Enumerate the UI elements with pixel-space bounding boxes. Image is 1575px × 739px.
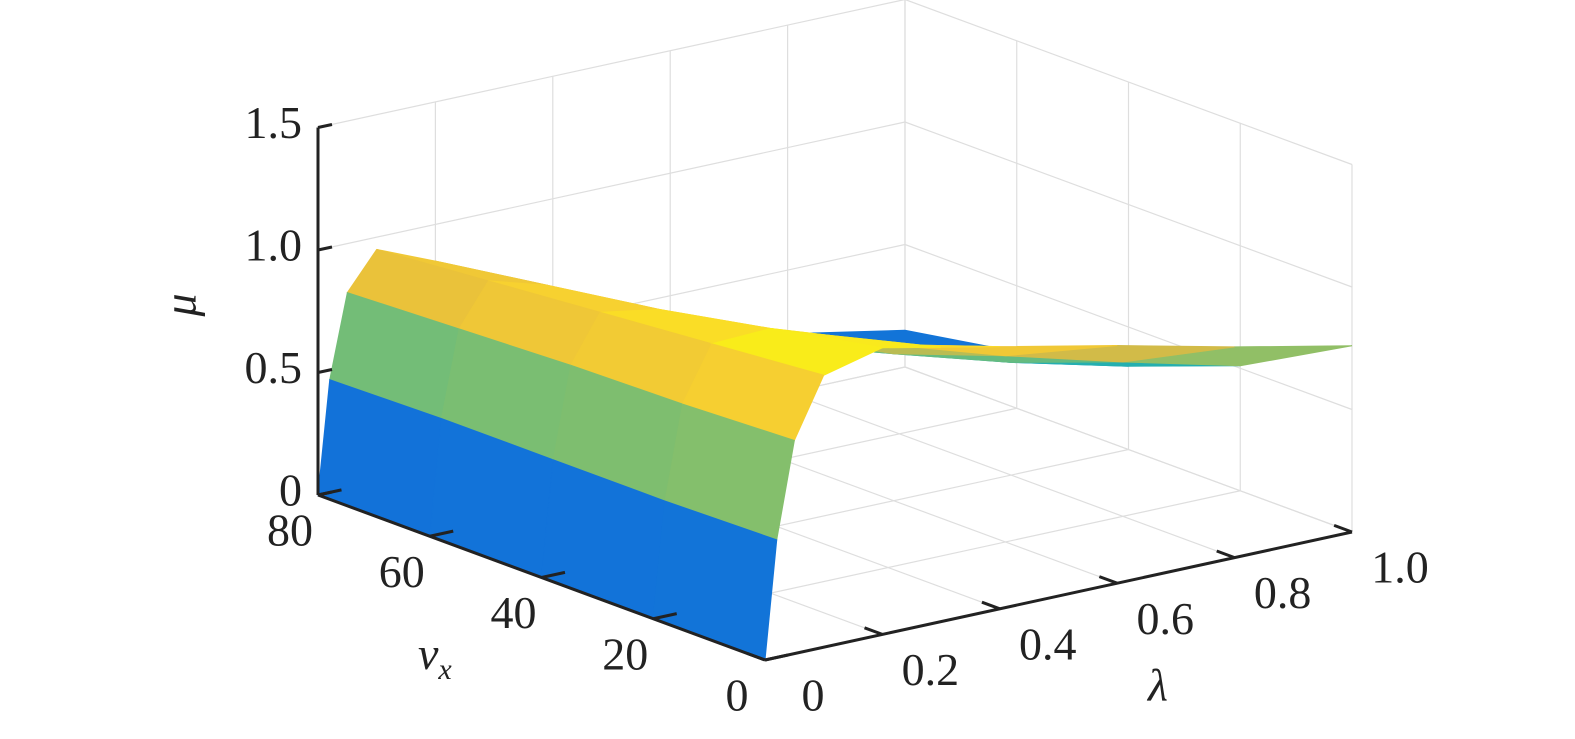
x-tick <box>1098 575 1118 585</box>
y-axis-label-base: v <box>418 628 439 679</box>
x-tick <box>1216 549 1236 560</box>
x-tick <box>864 626 883 636</box>
x-tick-label: 0 <box>802 670 825 721</box>
z-tick <box>317 490 333 497</box>
y-tick-label: 80 <box>267 505 313 556</box>
x-tick-label: 0.6 <box>1136 593 1194 644</box>
y-tick-label: 0 <box>726 670 749 721</box>
grid-line <box>904 366 1353 533</box>
x-tick-label: 0.4 <box>1019 618 1077 669</box>
surface <box>317 248 1353 661</box>
x-tick-label: 0.8 <box>1254 567 1312 618</box>
y-tick <box>429 529 454 538</box>
z-tick-label: 1.5 <box>245 97 303 148</box>
y-axis-label-sub: x <box>437 653 452 686</box>
grid-line <box>904 243 1353 411</box>
y-tick <box>764 653 789 662</box>
y-tick-label: 60 <box>379 546 425 597</box>
z-tick-label: 0.5 <box>245 342 303 393</box>
grid-line <box>904 0 1353 166</box>
y-axis-label: vx <box>418 628 452 686</box>
y-tick <box>541 570 566 579</box>
z-axis-label: μ <box>155 293 206 317</box>
x-tick-label: 0.2 <box>902 644 960 695</box>
x-tick <box>1333 523 1353 534</box>
z-tick <box>317 368 333 374</box>
z-tick <box>317 123 333 129</box>
x-tick-label: 1.0 <box>1371 542 1429 593</box>
x-tick <box>981 600 1001 611</box>
x-tick <box>746 651 766 662</box>
y-tick <box>652 612 678 621</box>
z-tick-label: 0 <box>279 465 302 516</box>
x-axis <box>764 530 1353 662</box>
grid-line <box>317 121 906 251</box>
z-tick-label: 1.0 <box>245 220 303 271</box>
x-axis-label: λ <box>1146 660 1168 711</box>
grid-line <box>317 0 906 129</box>
z-tick <box>317 245 333 252</box>
grid-line <box>904 121 1353 288</box>
y-tick-label: 40 <box>491 587 537 638</box>
y-tick-label: 20 <box>602 628 648 679</box>
